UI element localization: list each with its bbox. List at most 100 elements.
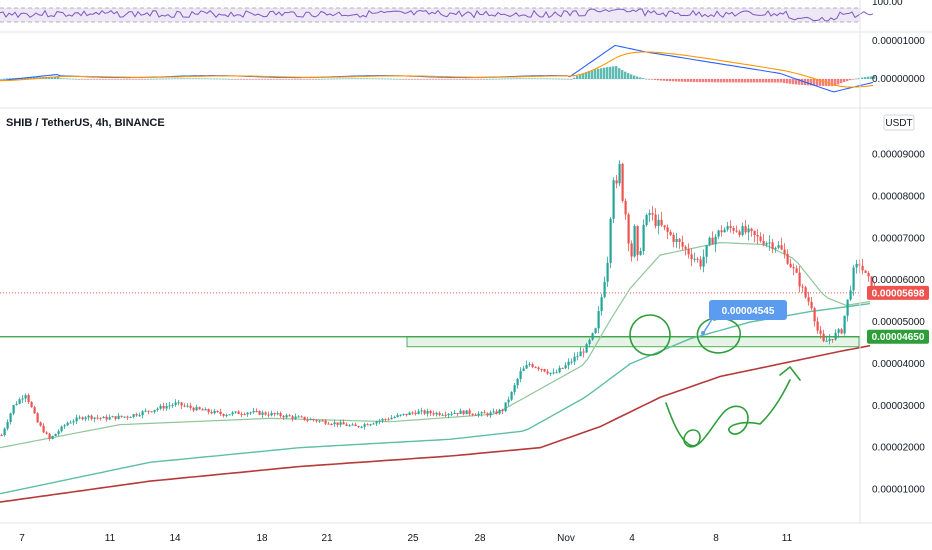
candle-body [165,406,168,409]
candle-body [84,417,87,420]
macd-bar [213,78,216,80]
macd-bar [132,79,135,80]
time-tick-label: 4 [629,533,635,544]
macd-bar [588,71,591,79]
candle-body [744,226,747,233]
candle-body [171,404,174,406]
candle-body [783,249,786,254]
candle-body [771,242,774,249]
macd-bar [711,79,714,83]
macd-bar [735,79,738,83]
candle-body [60,426,63,432]
candle-body [525,365,528,369]
macd-bar [567,78,570,80]
macd-bar [282,79,285,80]
macd-bar [81,79,84,80]
macd-bar [492,78,495,80]
candle-body [141,411,144,416]
candle-body [705,245,708,257]
macd-bar [255,79,258,80]
macd-bar [531,78,534,80]
macd-bar [669,79,672,82]
macd-bar [93,79,96,80]
candle-body [267,414,270,416]
macd-bar [165,78,168,80]
candle-body [384,419,387,421]
price-pane: SHIB / TetherUS, 4h, BINANCE 0.00004545 … [0,114,929,503]
candle-body [291,416,294,419]
macd-bar [456,79,459,80]
candle-body [153,410,156,412]
candle-body [6,422,9,429]
macd-bar [681,79,684,82]
macd-bar [96,79,99,80]
candle-body [798,272,801,287]
candle-body [711,237,714,245]
candle-body [699,259,702,267]
candle-body [366,424,369,426]
candle-body [396,415,399,417]
candle-body [66,422,69,426]
time-tick-label: 21 [321,533,333,544]
macd-bar [267,79,270,80]
macd-bar [540,78,543,80]
candle-body [813,308,816,322]
macd-bar [114,79,117,80]
macd-bar [258,79,261,80]
candle-body [606,262,609,282]
macd-bar [555,78,558,80]
macd-bar [225,78,228,80]
candle-body [321,420,324,422]
candle-body [312,419,315,421]
candle-body [132,414,135,417]
macd-bar [336,78,339,80]
macd-bar [657,79,660,81]
currency-button[interactable]: USDT [885,118,912,129]
macd-bar [852,79,855,80]
candle-body [837,329,840,333]
candle-body [720,230,723,233]
macd-bar [0,79,3,80]
macd-bar [435,79,438,80]
macd-bar [198,78,201,80]
candle-body [603,281,606,298]
macd-bar [507,78,510,80]
macd-bar [279,79,282,80]
macd-bar [441,79,444,80]
candle-body [786,253,789,264]
macd-bar [792,79,795,85]
candle-body [162,405,165,409]
macd-bar [87,79,90,80]
macd-bar [57,76,60,79]
candle-body [576,356,579,358]
candle-body [198,407,201,410]
candle-body [258,411,261,415]
candle-body [21,398,24,400]
candle-body [822,333,825,341]
macd-bar [729,79,732,83]
macd-bar [468,79,471,80]
macd-bar [765,79,768,83]
macd-bar [696,79,699,83]
candle-body [234,411,237,413]
candle-body [357,426,360,428]
candle-body [252,410,255,413]
candle-body [144,410,147,412]
candle-body [507,399,510,403]
candle-body [102,416,105,419]
candle-body [288,415,291,417]
macd-bar [498,78,501,80]
macd-bar [276,79,279,80]
macd-bar [726,79,729,83]
macd-bar [162,78,165,80]
macd-bar [786,79,789,84]
macd-bar [432,79,435,80]
currency-button-box[interactable] [883,114,915,131]
candle-body [387,419,390,421]
macd-bar [858,78,861,79]
candle-body [342,422,345,425]
macd-bar [516,78,519,80]
macd-bar [714,79,717,83]
candle-body [729,226,732,228]
candle-body [864,270,867,273]
